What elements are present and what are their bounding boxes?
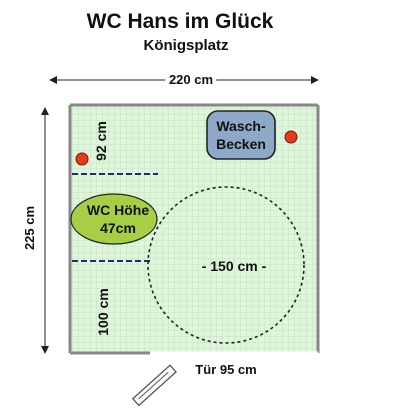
page-subtitle: Königsplatz (144, 37, 229, 54)
room-walls (68, 103, 320, 355)
toilet-label-line2: 47cm (100, 220, 136, 236)
left-marker (75, 152, 89, 166)
upper-section-label: 92 cm (93, 121, 109, 161)
turning-circle (147, 186, 305, 344)
door-leaf (131, 364, 177, 407)
right-marker (284, 130, 298, 144)
width-label: 220 cm (169, 72, 213, 87)
sink-label-line2: Becken (216, 136, 266, 152)
lower-section-label: 100 cm (95, 288, 111, 335)
sink (206, 110, 276, 160)
door-label: Tür 95 cm (195, 362, 256, 377)
toilet (70, 193, 158, 245)
toilet-label-line1: WC Höhe (87, 202, 149, 218)
depth-label: 225 cm (22, 206, 37, 250)
turning-circle-label: - 150 cm - (202, 258, 267, 274)
sink-label-line1: Wasch- (216, 118, 266, 134)
page-title: WC Hans im Glück (87, 10, 274, 33)
